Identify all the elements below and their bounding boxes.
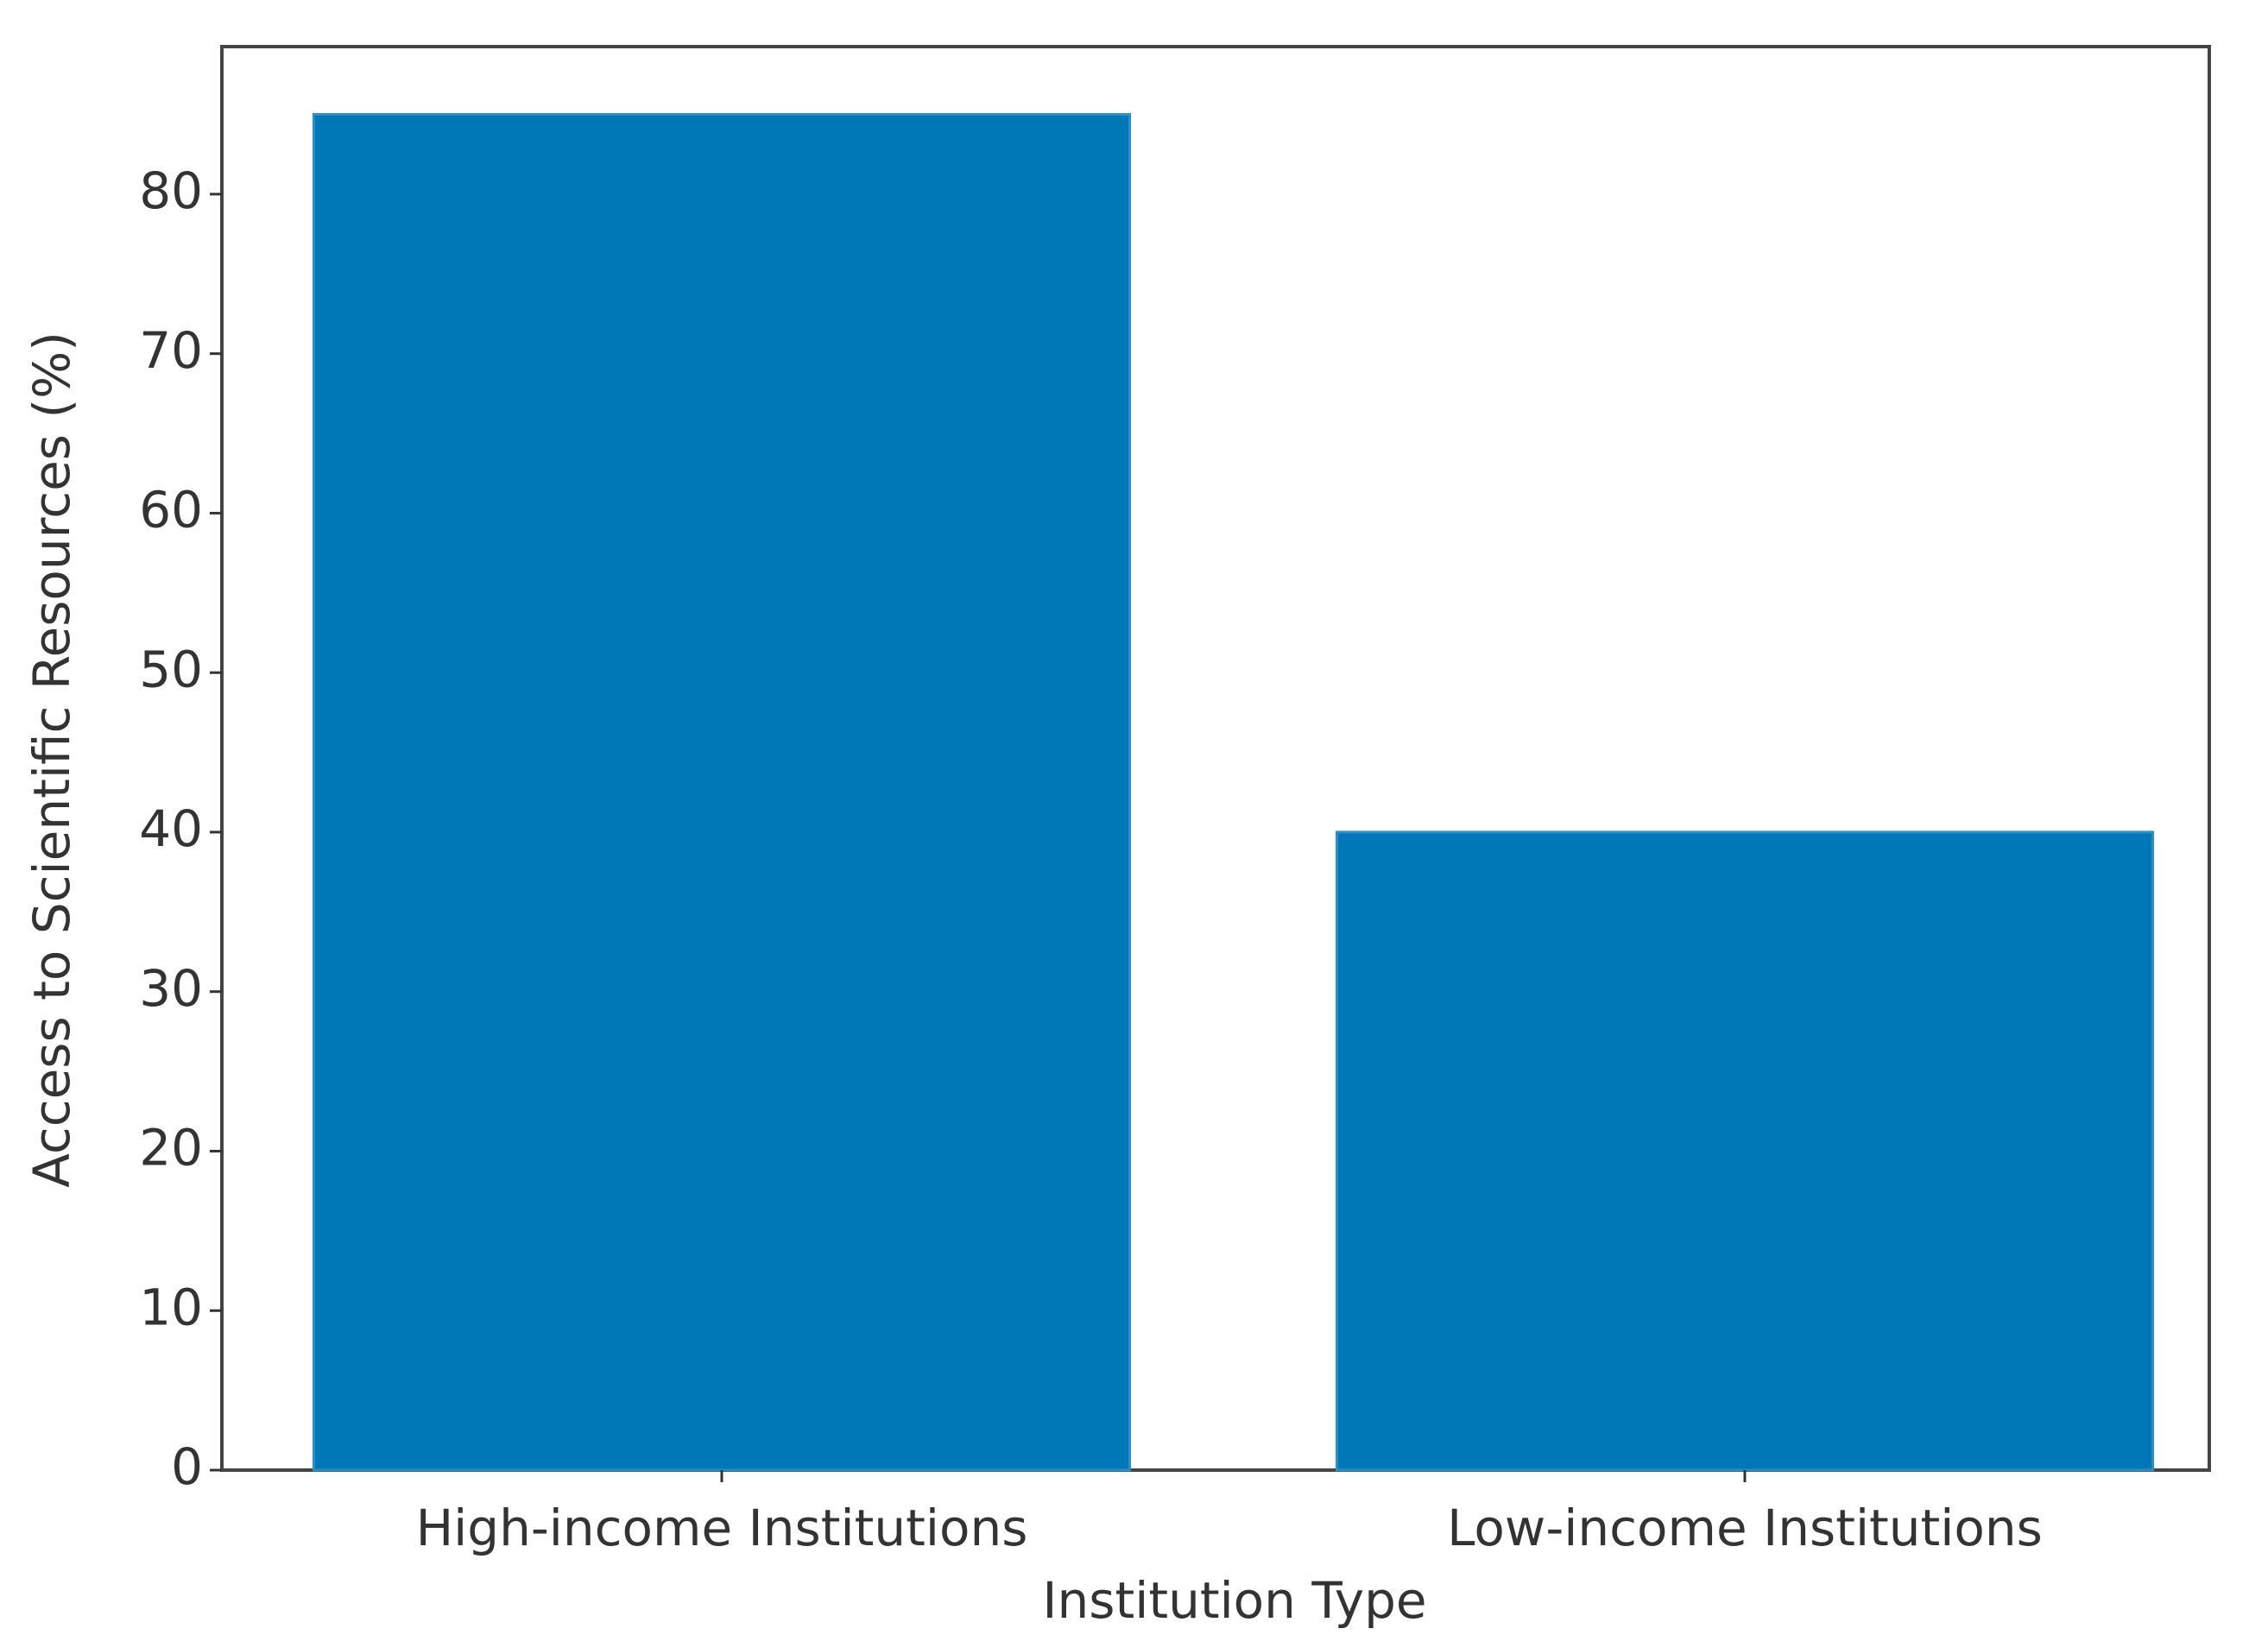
y-tick-label: 50 <box>139 640 203 698</box>
x-tick-label: Low-income Institutions <box>1447 1499 2043 1557</box>
x-tick-label: High-income Institutions <box>416 1499 1028 1557</box>
y-tick-label: 0 <box>171 1437 203 1496</box>
plot-frame <box>220 45 2211 1472</box>
y-axis-label: Access to Scientific Resources (%) <box>22 331 81 1188</box>
y-tick-label: 30 <box>139 959 203 1018</box>
y-tick-label: 80 <box>139 161 203 220</box>
y-tick-label: 70 <box>139 321 203 380</box>
x-axis-label: Institution Type <box>1042 1571 1426 1630</box>
y-tick-label: 60 <box>139 481 203 540</box>
y-tick-label: 40 <box>139 799 203 858</box>
y-tick-label: 10 <box>139 1278 203 1336</box>
bar <box>313 113 1131 1472</box>
y-tick-label: 20 <box>139 1119 203 1177</box>
bar <box>1336 830 2154 1472</box>
